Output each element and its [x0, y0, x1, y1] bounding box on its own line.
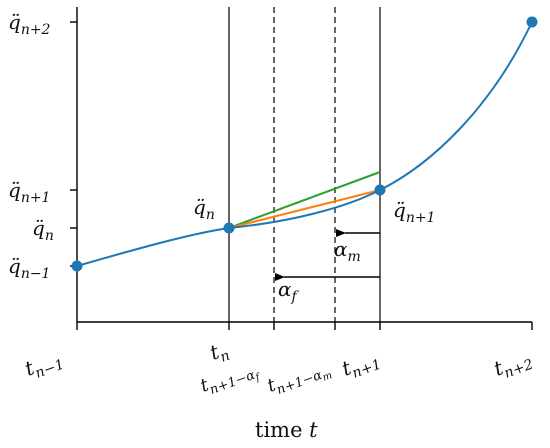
point-label-qn: q̈n	[193, 195, 215, 223]
alpha-f-label: αf	[278, 277, 300, 305]
alpha-m-label: αm	[334, 237, 361, 265]
y-label-qnp2: q̈n+2	[8, 10, 51, 38]
acceleration-curve	[76, 21, 533, 267]
x-label-tnp2: tn+2	[491, 345, 536, 384]
y-label-qnm1: q̈n−1	[8, 254, 50, 282]
y-label-qn: q̈n	[32, 216, 54, 244]
x-label-tnp1: tn+1	[339, 345, 384, 384]
y-label-qnp1: q̈n+1	[8, 178, 50, 206]
x-label-tn: tn	[207, 336, 233, 368]
point-qnp2	[526, 16, 538, 28]
x-label-tnaf: tn+1−αf	[198, 356, 264, 402]
orange-line	[228, 189, 381, 229]
point-qnp1	[374, 184, 386, 196]
point-label-qnp1: q̈n+1	[393, 198, 435, 226]
point-qnm1	[71, 260, 83, 272]
point-qn	[223, 222, 235, 234]
x-label-tnam: tn+1−αm	[265, 355, 334, 402]
x-axis-label: time t	[255, 418, 318, 442]
green-line	[228, 171, 381, 229]
x-label-tnm1: tn−1	[22, 345, 67, 384]
